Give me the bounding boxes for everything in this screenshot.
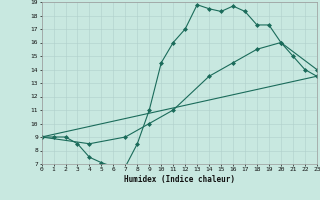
X-axis label: Humidex (Indice chaleur): Humidex (Indice chaleur) bbox=[124, 175, 235, 184]
